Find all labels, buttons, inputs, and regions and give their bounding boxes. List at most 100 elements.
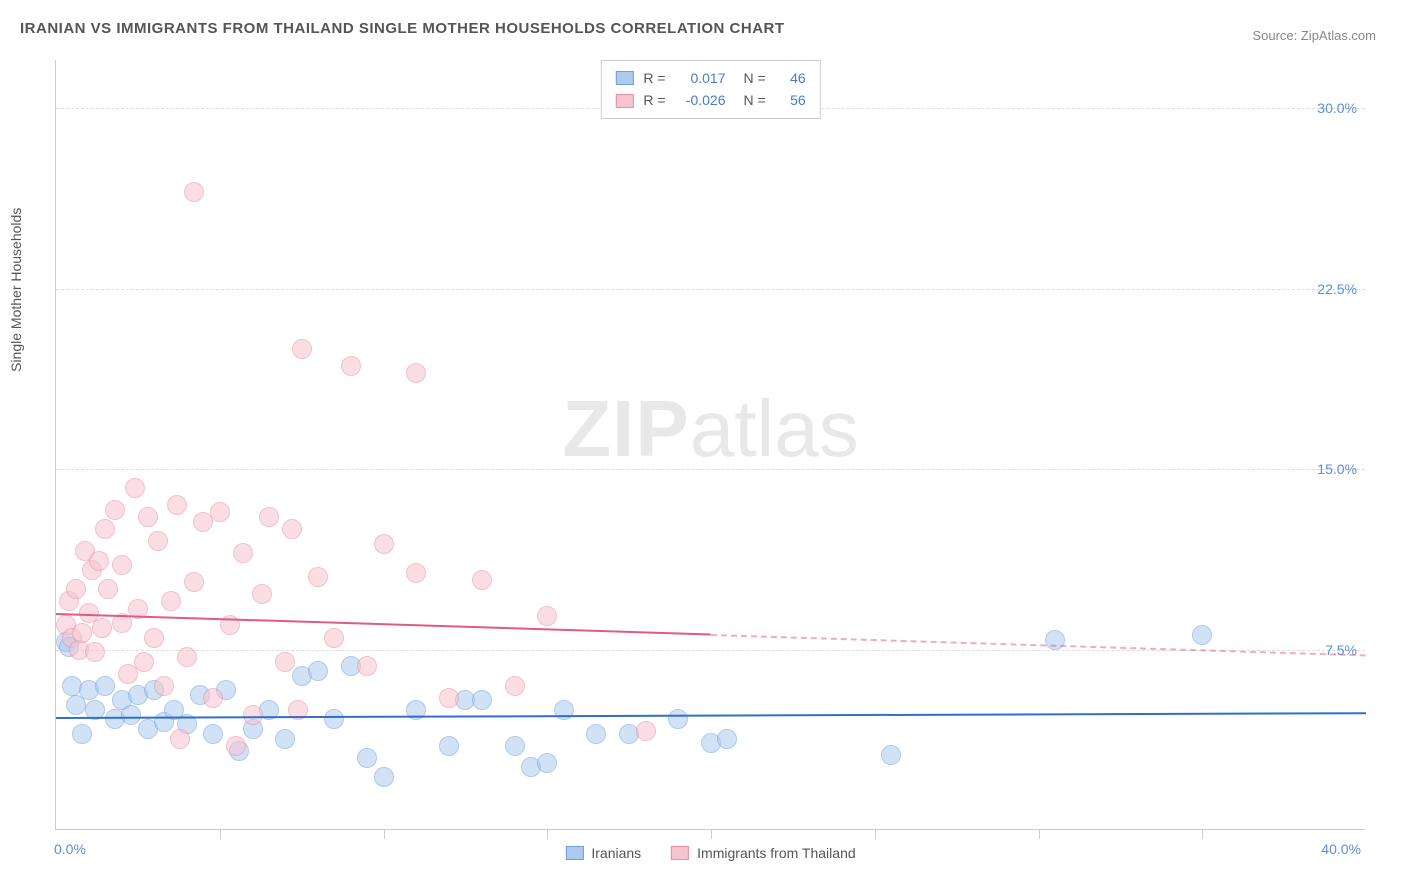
scatter-point xyxy=(374,534,394,554)
gridline xyxy=(56,469,1365,470)
x-tick xyxy=(1039,829,1040,839)
scatter-point xyxy=(586,724,606,744)
scatter-point xyxy=(505,736,525,756)
x-tick xyxy=(220,829,221,839)
chart-title: IRANIAN VS IMMIGRANTS FROM THAILAND SING… xyxy=(20,20,785,37)
scatter-point xyxy=(243,705,263,725)
x-start-label: 0.0% xyxy=(54,841,86,857)
scatter-point xyxy=(881,745,901,765)
scatter-point xyxy=(324,709,344,729)
scatter-point xyxy=(184,182,204,202)
scatter-point xyxy=(112,555,132,575)
scatter-point xyxy=(134,652,154,672)
y-tick-label: 15.0% xyxy=(1317,461,1357,477)
scatter-point xyxy=(98,579,118,599)
correlation-legend-row: R = -0.026 N = 56 xyxy=(615,89,805,111)
x-tick xyxy=(875,829,876,839)
legend-r-label: R = xyxy=(643,67,665,89)
scatter-point xyxy=(717,729,737,749)
scatter-point xyxy=(138,507,158,527)
scatter-point xyxy=(537,753,557,773)
scatter-point xyxy=(203,724,223,744)
x-tick xyxy=(384,829,385,839)
y-axis-label: Single Mother Households xyxy=(8,208,24,372)
series-legend: Iranians Immigrants from Thailand xyxy=(565,845,855,861)
legend-swatch xyxy=(671,846,689,860)
legend-n-label: N = xyxy=(744,67,766,89)
scatter-point xyxy=(341,356,361,376)
scatter-point xyxy=(95,676,115,696)
scatter-point xyxy=(89,551,109,571)
source-attribution: Source: ZipAtlas.com xyxy=(1252,28,1376,43)
series-legend-item: Iranians xyxy=(565,845,641,861)
legend-r-label: R = xyxy=(643,89,665,111)
scatter-point xyxy=(203,688,223,708)
scatter-point xyxy=(125,478,145,498)
y-tick-label: 22.5% xyxy=(1317,281,1357,297)
legend-swatch xyxy=(615,71,633,85)
x-tick xyxy=(711,829,712,839)
x-tick xyxy=(1202,829,1203,839)
scatter-point xyxy=(357,656,377,676)
scatter-point xyxy=(505,676,525,696)
series-name: Immigrants from Thailand xyxy=(697,845,855,861)
scatter-point xyxy=(275,652,295,672)
scatter-point xyxy=(668,709,688,729)
x-end-label: 40.0% xyxy=(1321,841,1361,857)
scatter-point xyxy=(148,531,168,551)
correlation-legend: R = 0.017 N = 46 R = -0.026 N = 56 xyxy=(600,60,820,119)
scatter-point xyxy=(636,721,656,741)
scatter-point xyxy=(259,507,279,527)
scatter-point xyxy=(472,690,492,710)
scatter-plot: ZIPatlas R =0.017N =46R =-0.026N =56 Ira… xyxy=(55,60,1365,830)
watermark: ZIPatlas xyxy=(562,383,858,475)
scatter-point xyxy=(439,688,459,708)
legend-r-value: -0.026 xyxy=(676,89,726,111)
scatter-point xyxy=(406,363,426,383)
scatter-point xyxy=(95,519,115,539)
scatter-point xyxy=(210,502,230,522)
gridline xyxy=(56,289,1365,290)
scatter-point xyxy=(406,563,426,583)
scatter-point xyxy=(374,767,394,787)
legend-n-value: 56 xyxy=(776,89,806,111)
legend-swatch xyxy=(615,94,633,108)
legend-n-label: N = xyxy=(744,89,766,111)
scatter-point xyxy=(439,736,459,756)
scatter-point xyxy=(72,623,92,643)
scatter-point xyxy=(324,628,344,648)
x-tick xyxy=(547,829,548,839)
scatter-point xyxy=(252,584,272,604)
legend-swatch xyxy=(565,846,583,860)
scatter-point xyxy=(177,647,197,667)
scatter-point xyxy=(184,572,204,592)
scatter-point xyxy=(92,618,112,638)
scatter-point xyxy=(121,705,141,725)
scatter-point xyxy=(357,748,377,768)
watermark-light: atlas xyxy=(690,384,859,473)
scatter-point xyxy=(226,736,246,756)
scatter-point xyxy=(170,729,190,749)
correlation-legend-row: R = 0.017 N = 46 xyxy=(615,67,805,89)
scatter-point xyxy=(275,729,295,749)
scatter-point xyxy=(1192,625,1212,645)
watermark-bold: ZIP xyxy=(562,384,689,473)
scatter-point xyxy=(161,591,181,611)
legend-n-value: 46 xyxy=(776,67,806,89)
series-name: Iranians xyxy=(591,845,641,861)
legend-r-value: 0.017 xyxy=(676,67,726,89)
scatter-point xyxy=(308,567,328,587)
series-legend-item: Immigrants from Thailand xyxy=(671,845,855,861)
trend-line-dashed xyxy=(711,634,1366,656)
scatter-point xyxy=(292,339,312,359)
scatter-point xyxy=(72,724,92,744)
scatter-point xyxy=(472,570,492,590)
scatter-point xyxy=(167,495,187,515)
source-link[interactable]: ZipAtlas.com xyxy=(1301,28,1376,43)
scatter-point xyxy=(66,579,86,599)
scatter-point xyxy=(282,519,302,539)
source-prefix: Source: xyxy=(1252,28,1300,43)
scatter-point xyxy=(154,676,174,696)
scatter-point xyxy=(105,500,125,520)
scatter-point xyxy=(85,642,105,662)
